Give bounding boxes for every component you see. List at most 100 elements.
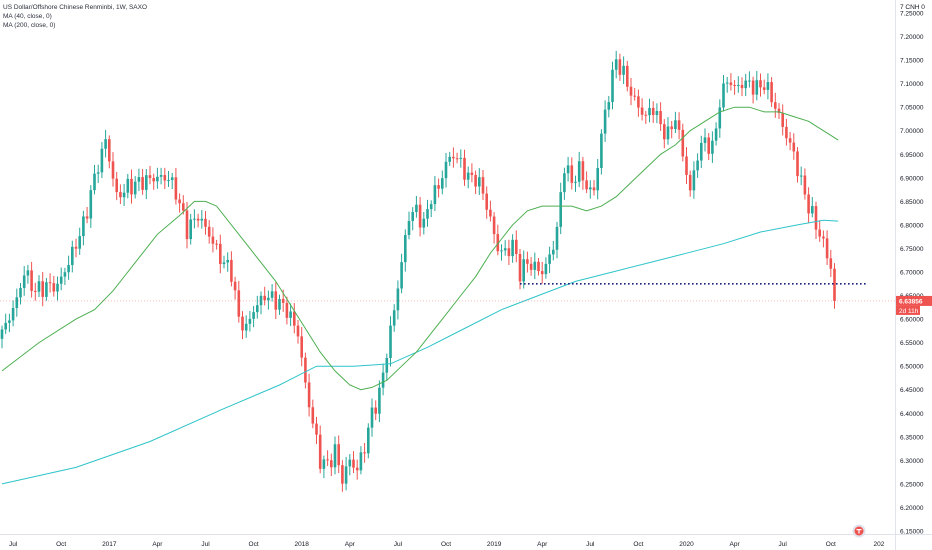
x-tick-label: Oct <box>826 541 836 548</box>
candle-body <box>707 137 710 154</box>
candle-body <box>463 157 466 180</box>
candle-body <box>248 318 252 324</box>
candle-body <box>829 258 833 269</box>
candle-body <box>300 336 303 358</box>
candle-body <box>426 209 429 219</box>
candle-body <box>348 459 352 467</box>
candle-body <box>744 80 747 89</box>
candle-body <box>193 218 196 220</box>
last-price-label: 6.63856 <box>899 298 923 305</box>
countdown-label: 2d 11h <box>899 308 919 315</box>
candle-body <box>296 325 300 337</box>
candle-body <box>563 173 566 193</box>
y-tick-label: 6.15000 <box>900 529 924 536</box>
candle-body <box>466 172 470 180</box>
y-tick-label: 6.80000 <box>900 222 924 229</box>
candle-body <box>15 297 19 308</box>
candle-body <box>189 219 192 240</box>
candle-body <box>492 216 496 235</box>
candle-body <box>145 175 148 190</box>
candle-body <box>655 111 659 116</box>
y-tick-label: 7.20000 <box>900 34 924 41</box>
candle-body <box>626 65 629 87</box>
candle-body <box>159 175 163 177</box>
candle-body <box>470 172 474 175</box>
candle-body <box>781 112 784 127</box>
candle-body <box>448 156 451 162</box>
candle-body <box>289 311 292 318</box>
candle-body <box>100 148 104 173</box>
candle-body <box>485 193 488 210</box>
candle-body <box>93 173 96 191</box>
x-tick-label: Apr <box>152 541 163 548</box>
candle-body <box>307 382 311 408</box>
candle-body <box>437 185 440 189</box>
candle-body <box>244 323 248 331</box>
candle-body <box>478 177 481 187</box>
candle-body <box>703 137 707 143</box>
candle-body <box>444 161 448 179</box>
x-tick-label: Jul <box>394 541 403 548</box>
candle-body <box>270 291 274 298</box>
candle-body <box>651 107 655 116</box>
candle-body <box>455 158 459 160</box>
candle-body <box>108 139 111 162</box>
x-tick-label: 2020 <box>679 541 694 548</box>
candle-body <box>78 236 81 249</box>
candle-body <box>766 82 770 90</box>
x-tick-label: 202 <box>873 541 884 548</box>
candle-body <box>770 82 773 103</box>
candle-body <box>537 261 540 272</box>
x-tick-label: Oct <box>249 541 259 548</box>
candle-body <box>96 172 100 174</box>
candle-body <box>30 270 33 291</box>
candle-body <box>566 165 570 174</box>
candle-body <box>792 142 796 152</box>
candle-body <box>418 204 422 228</box>
candle-body <box>237 290 241 317</box>
candle-body <box>67 265 70 273</box>
y-tick-label: 6.45000 <box>900 387 924 394</box>
candle-body <box>156 176 159 182</box>
candle-body <box>363 452 366 454</box>
candle-body <box>507 248 511 257</box>
candle-body <box>374 407 377 414</box>
candle-body <box>167 180 170 182</box>
candle-body <box>577 161 581 182</box>
candle-body <box>200 218 204 221</box>
candle-body <box>666 126 670 140</box>
candle-body <box>389 325 392 358</box>
candle-body <box>22 275 26 288</box>
candle-body <box>318 434 322 469</box>
candle-body <box>585 180 588 190</box>
candle-body <box>274 291 278 310</box>
candle-body <box>115 178 118 193</box>
y-tick-label: 6.90000 <box>900 175 924 182</box>
candle-body <box>355 467 359 471</box>
candle-body <box>633 95 636 97</box>
candle-body <box>574 181 577 183</box>
candle-body <box>111 161 115 179</box>
x-tick-label: Jul <box>779 541 788 548</box>
ma200-legend-label: MA (200, close, 0) <box>3 22 56 29</box>
candle-body <box>522 259 525 282</box>
candle-body <box>433 185 437 205</box>
candle-body <box>807 194 810 214</box>
chart-legend: US Dollar/Offshore Chinese Renminbi, 1W,… <box>3 3 147 30</box>
candle-body <box>441 178 444 189</box>
candle-body <box>19 287 22 298</box>
y-tick-label: 7.00000 <box>900 128 924 135</box>
candle-body <box>729 82 733 85</box>
candle-body <box>592 187 596 191</box>
candle-body <box>293 311 296 326</box>
x-tick-label: Apr <box>537 541 548 548</box>
candle-body <box>8 320 11 323</box>
candle-body <box>396 288 400 311</box>
candle-body <box>367 427 370 454</box>
candle-body <box>614 59 618 70</box>
candle-body <box>178 199 181 204</box>
candle-body <box>788 138 792 143</box>
candle-body <box>215 243 218 245</box>
candle-body <box>207 226 211 237</box>
